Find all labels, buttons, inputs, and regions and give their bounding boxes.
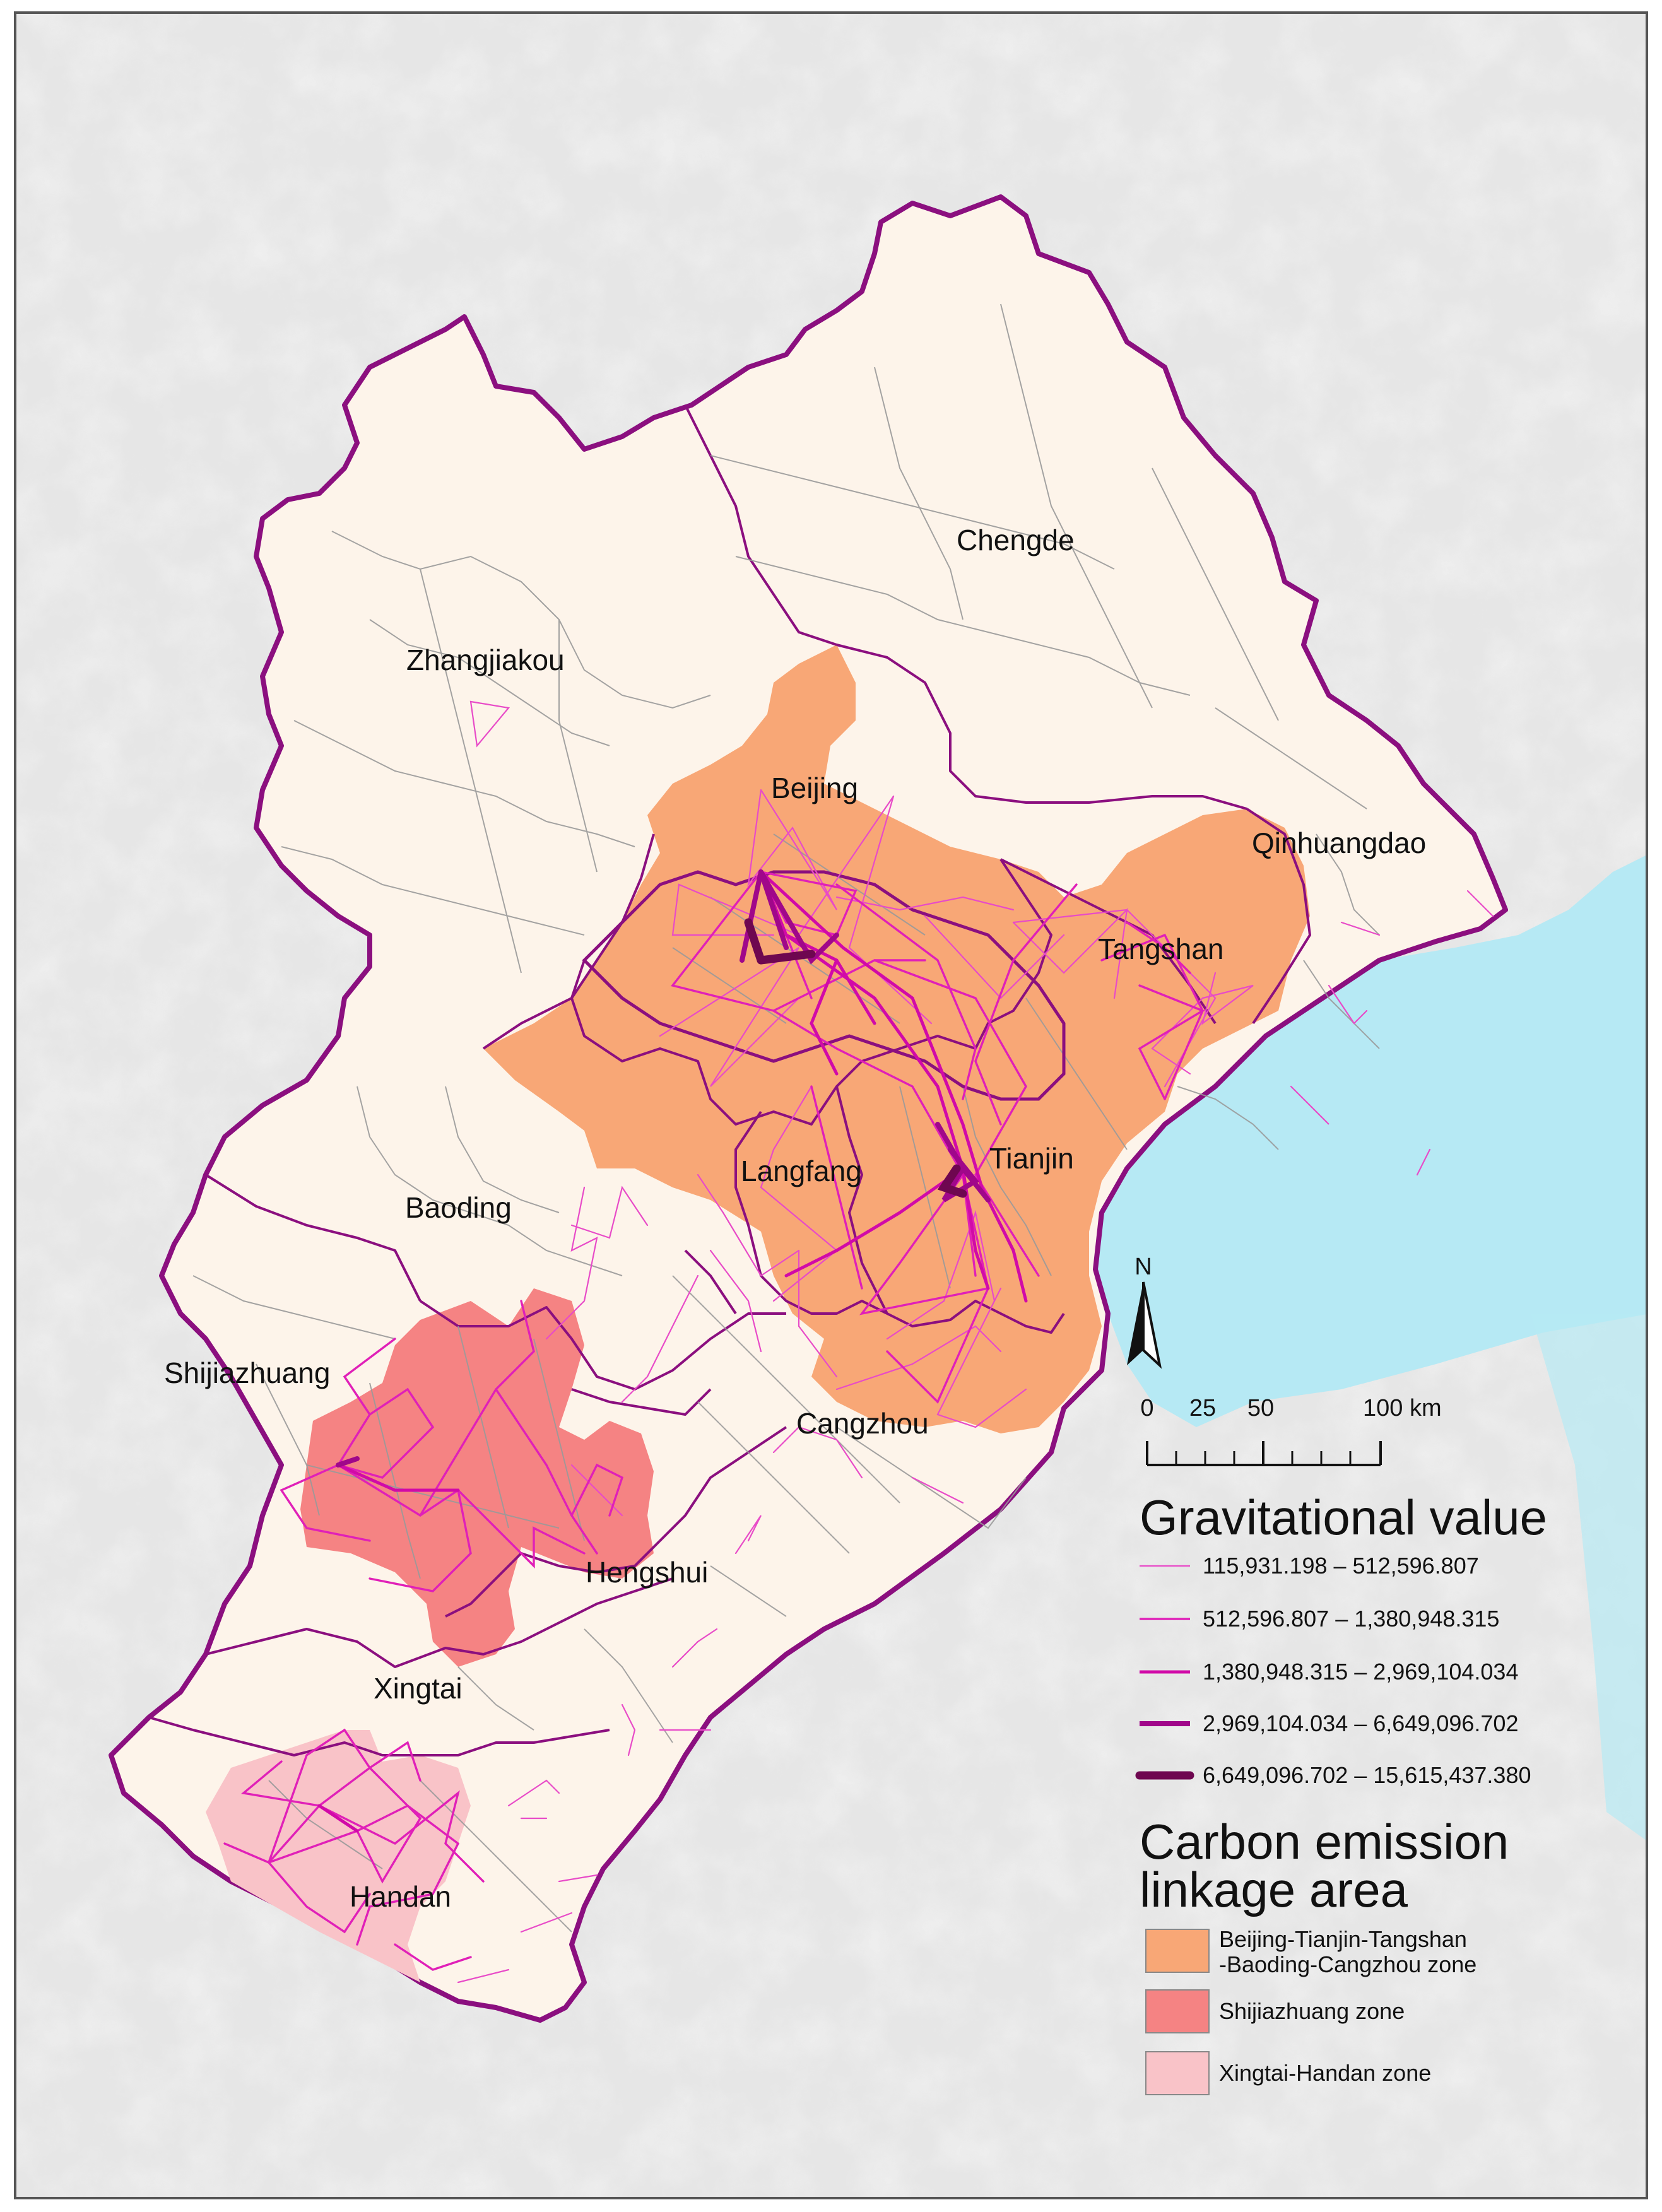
city-label-cangzhou: Cangzhou <box>796 1407 929 1440</box>
city-label-hengshui: Hengshui <box>586 1556 708 1589</box>
link-network <box>223 700 1494 1984</box>
legend-zones-title-line1: Carbon emission <box>1140 1814 1509 1869</box>
legend-zone-label-3: Xingtai-Handan zone <box>1219 2060 1431 2086</box>
beijing-tianjin-outline <box>582 870 1066 1101</box>
city-label-langfang: Langfang <box>741 1155 862 1187</box>
city-label-zhangjiakou: Zhangjiakou <box>406 644 565 676</box>
city-label-chengde: Chengde <box>957 524 1075 556</box>
legend-gravity-label-3: 1,380,948.315 – 2,969,104.034 <box>1203 1659 1518 1685</box>
links-class-2 <box>223 871 1205 1971</box>
north-arrow: N <box>1127 1254 1162 1369</box>
north-arrow-label: N <box>1135 1254 1152 1280</box>
city-labels: Chengde Zhangjiakou Beijing Qinhuangdao … <box>164 524 1426 1913</box>
scale-tick-0: 0 <box>1140 1395 1153 1421</box>
legend-zone-swatch-2 <box>1145 1989 1210 2033</box>
legend-zones-title-line2: linkage area <box>1140 1862 1408 1917</box>
legend-gravity-label-5: 6,649,096.702 – 15,615,437.380 <box>1203 1762 1531 1788</box>
legend-zone-swatch-3 <box>1145 2051 1210 2095</box>
legend-gravity-label-2: 512,596.807 – 1,380,948.315 <box>1203 1606 1499 1632</box>
city-label-tangshan: Tangshan <box>1098 932 1224 965</box>
legend-zone-swatch-1 <box>1145 1929 1210 1973</box>
legend-gravity-label-4: 2,969,104.034 – 6,649,096.702 <box>1203 1710 1518 1736</box>
legend-gravity-title: Gravitational value <box>1140 1490 1547 1545</box>
scale-tick-100: 100 km <box>1363 1395 1442 1421</box>
city-label-xingtai: Xingtai <box>374 1672 463 1705</box>
scale-bar: 0 25 50 100 km <box>1140 1395 1442 1466</box>
zone-xingtai-handan <box>206 1730 471 1982</box>
city-label-beijing: Beijing <box>771 772 858 804</box>
legend-gravity-label-1: 115,931.198 – 512,596.807 <box>1203 1553 1479 1579</box>
links-class-5 <box>744 918 967 1198</box>
zone-shijiazhuang <box>300 1288 654 1667</box>
legend-zone-label-1a: Beijing-Tianjin-Tangshan <box>1219 1926 1467 1952</box>
map-frame: Chengde Zhangjiakou Beijing Qinhuangdao … <box>14 11 1648 2199</box>
legend-zone-label-1b: -Baoding-Cangzhou zone <box>1219 1951 1476 1977</box>
zone-beijing-tianjin-tangshan-baoding-cangzhou <box>483 645 1310 1433</box>
city-label-shijiazhuang: Shijiazhuang <box>164 1356 330 1389</box>
scale-tick-50: 50 <box>1247 1395 1274 1421</box>
county-boundaries <box>192 303 1380 1933</box>
north-arrow-icon <box>1127 1282 1143 1365</box>
scale-tick-25: 25 <box>1189 1395 1216 1421</box>
city-label-qinhuangdao: Qinhuangdao <box>1252 827 1426 859</box>
sea-east <box>1531 1314 1646 1840</box>
city-label-tianjin: Tianjin <box>989 1142 1074 1175</box>
legend-gravity: Gravitational value 115,931.198 – 512,59… <box>1135 1490 1547 1788</box>
city-label-baoding: Baoding <box>405 1191 512 1224</box>
links-class-1 <box>457 700 1494 1984</box>
legend-zone-label-2: Shijiazhuang zone <box>1219 1998 1405 2024</box>
legend-zones: Carbon emission linkage area Beijing-Tia… <box>1140 1814 1509 2095</box>
city-label-handan: Handan <box>350 1880 451 1913</box>
sea-bohai <box>1089 856 1646 1427</box>
